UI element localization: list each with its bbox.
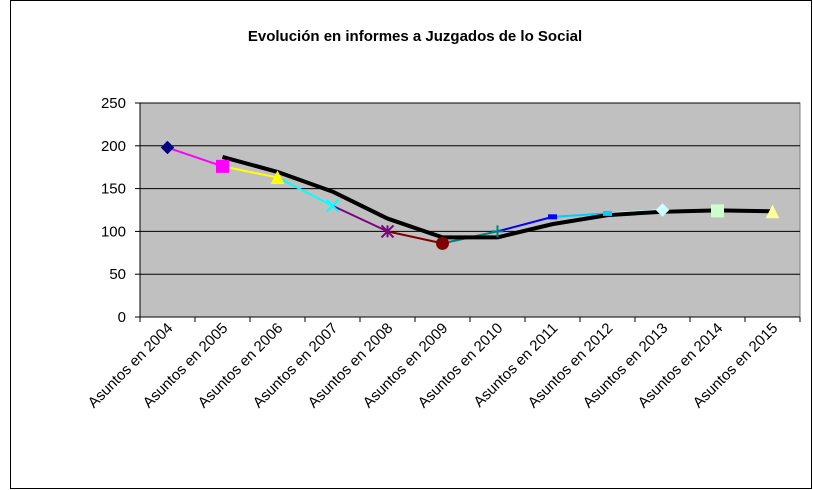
marker bbox=[160, 140, 175, 155]
marker bbox=[711, 204, 724, 218]
marker bbox=[436, 236, 449, 250]
y-tick-label: 0 bbox=[118, 309, 126, 326]
y-tick-label: 50 bbox=[109, 266, 126, 283]
line-segment bbox=[167, 146, 223, 168]
marker bbox=[380, 224, 395, 239]
y-tick-label: 100 bbox=[101, 223, 126, 240]
marker bbox=[655, 203, 670, 217]
line-segment bbox=[387, 230, 443, 245]
y-tick-label: 150 bbox=[101, 181, 126, 198]
marker bbox=[216, 159, 229, 173]
marker bbox=[325, 199, 340, 213]
marker bbox=[603, 210, 612, 216]
y-tick-label: 200 bbox=[101, 138, 126, 155]
marker bbox=[491, 225, 504, 238]
marker bbox=[765, 204, 780, 219]
line-segment bbox=[222, 165, 278, 179]
marker bbox=[548, 214, 557, 220]
line-segment bbox=[332, 204, 388, 233]
y-tick-label: 250 bbox=[101, 95, 126, 112]
line-segment bbox=[552, 212, 608, 218]
line-segment bbox=[277, 176, 333, 207]
line-segment bbox=[497, 215, 553, 233]
chart-title: Evolución en informes a Juzgados de lo S… bbox=[248, 28, 582, 45]
marker bbox=[270, 170, 285, 184]
